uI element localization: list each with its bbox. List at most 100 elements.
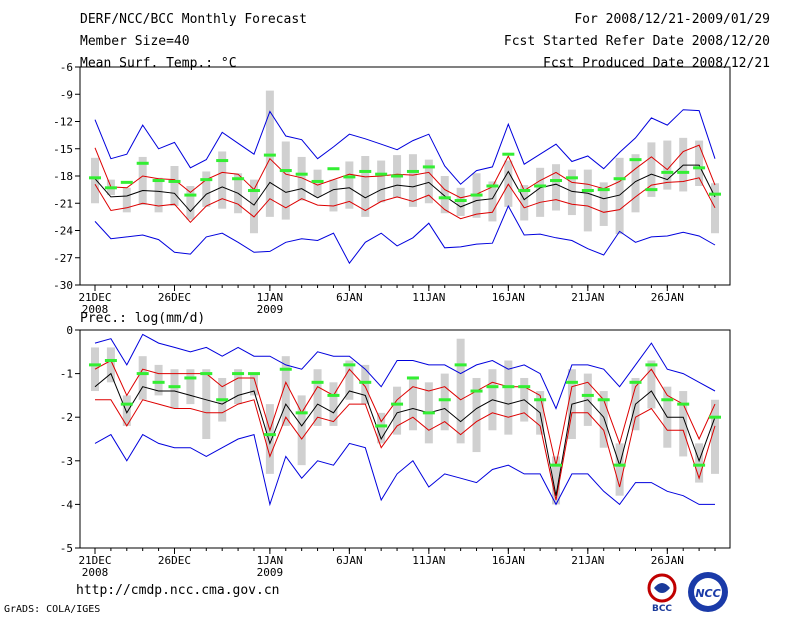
spread-box-1-35 (647, 360, 656, 409)
x-tick-label-0: 21JAN (571, 291, 604, 304)
series-min-line-0 (94, 204, 716, 265)
ensemble-marker-1-13 (295, 411, 308, 415)
ensemble-marker-0-1 (104, 186, 117, 190)
ensemble-marker-1-37 (677, 402, 690, 406)
spread-box-1-13 (297, 395, 306, 466)
spread-box-0-12 (281, 141, 290, 220)
ensemble-marker-0-34 (629, 158, 642, 162)
ensemble-marker-0-23 (454, 199, 467, 203)
x-tick-label-0: 21DEC (78, 291, 111, 304)
ensemble-marker-1-27 (518, 385, 531, 389)
spread-box-0-4 (154, 177, 163, 213)
series-q3-line-0 (94, 144, 716, 199)
ensemble-marker-1-38 (693, 463, 706, 467)
ensemble-marker-1-3 (136, 372, 149, 376)
x-tick-label-0: 6JAN (336, 291, 363, 304)
x-tick-year-0: 2008 (82, 303, 109, 316)
spread-box-1-10 (249, 373, 258, 396)
ensemble-marker-0-24 (470, 193, 483, 197)
spread-box-0-28 (536, 167, 545, 217)
ensemble-marker-0-29 (550, 179, 563, 183)
x-tick-label-0: 11JAN (412, 291, 445, 304)
spread-box-1-26 (504, 360, 513, 435)
y-tick-label-0: -21 (53, 197, 73, 210)
ensemble-marker-1-10 (247, 372, 260, 376)
series-q3-line-1 (94, 359, 716, 466)
spread-box-0-39 (711, 183, 719, 234)
x-tick-label-0: 1JAN (257, 291, 284, 304)
ensemble-marker-0-22 (438, 196, 451, 200)
ensemble-marker-1-23 (454, 363, 467, 367)
grads-credit: GrADS: COLA/IGES (4, 604, 101, 615)
spread-box-1-2 (122, 395, 131, 426)
ensemble-marker-0-21 (422, 165, 435, 169)
ensemble-marker-1-9 (232, 372, 245, 376)
ensemble-marker-1-36 (661, 398, 674, 402)
x-tick-year-1: 2009 (257, 566, 284, 579)
spread-box-1-37 (679, 391, 688, 457)
y-tick-label-0: -12 (53, 116, 73, 129)
y-tick-label-1: -5 (60, 542, 73, 555)
ensemble-marker-0-7 (200, 178, 213, 182)
spread-box-1-5 (170, 369, 179, 409)
ensemble-marker-1-17 (359, 380, 372, 384)
series-mean-line-0 (94, 164, 716, 213)
ensemble-marker-0-2 (120, 180, 133, 184)
spread-box-1-39 (711, 399, 719, 474)
ensemble-marker-1-8 (216, 398, 229, 402)
plot-frame-1 (79, 329, 731, 549)
x-tick-label-1: 6JAN (336, 554, 363, 567)
x-tick-label-1: 21DEC (78, 554, 111, 567)
refer-date: Fcst Started Refer Date 2008/12/20 (503, 34, 770, 49)
spread-box-0-14 (313, 169, 322, 197)
ensemble-marker-1-24 (470, 389, 483, 393)
y-tick-label-0: -9 (60, 88, 73, 101)
ensemble-marker-1-32 (597, 398, 610, 402)
ensemble-marker-1-28 (534, 398, 547, 402)
spread-box-1-11 (265, 404, 274, 474)
ensemble-marker-0-36 (661, 170, 674, 174)
ensemble-marker-1-21 (422, 411, 435, 415)
ensemble-marker-1-18 (375, 424, 388, 428)
spread-box-1-29 (552, 456, 561, 505)
ensemble-marker-0-15 (327, 167, 340, 171)
spread-box-0-6 (186, 185, 195, 220)
ensemble-marker-0-37 (677, 170, 690, 174)
ensemble-marker-0-18 (375, 172, 388, 176)
ensemble-marker-1-15 (327, 393, 340, 397)
spread-box-1-18 (377, 412, 386, 444)
ensemble-marker-1-39 (709, 415, 721, 419)
ensemble-marker-1-12 (279, 367, 292, 371)
spread-box-0-27 (520, 185, 529, 221)
spread-box-1-16 (345, 360, 354, 400)
y-tick-label-1: -2 (60, 411, 73, 424)
bcc-logo-text: BCC (652, 604, 672, 614)
spread-box-0-5 (170, 166, 179, 206)
spread-box-1-33 (615, 443, 624, 496)
x-tick-label-0: 26JAN (651, 291, 684, 304)
spread-box-1-1 (106, 347, 115, 383)
ensemble-marker-0-25 (486, 184, 499, 188)
ensemble-marker-0-9 (232, 177, 245, 181)
ensemble-marker-1-0 (89, 363, 101, 367)
spread-box-0-29 (552, 164, 561, 211)
spread-box-0-15 (329, 179, 338, 212)
ensemble-marker-0-31 (581, 189, 594, 193)
ensemble-marker-1-4 (152, 380, 165, 384)
spread-box-1-32 (599, 391, 608, 448)
ensemble-marker-0-4 (152, 179, 165, 183)
spread-box-1-38 (695, 443, 704, 483)
precip-panel-title: Prec.: log(mm/d) (80, 311, 205, 326)
ensemble-marker-0-11 (263, 153, 276, 157)
ensemble-marker-0-27 (518, 189, 531, 193)
spread-box-0-3 (138, 156, 147, 206)
x-tick-label-0: 16JAN (492, 291, 525, 304)
ensemble-marker-1-33 (613, 463, 626, 467)
spread-box-1-20 (408, 377, 417, 431)
y-tick-label-0: -30 (53, 279, 73, 292)
series-mean-line-1 (94, 372, 716, 496)
source-url[interactable]: http://cmdp.ncc.cma.gov.cn (76, 583, 280, 598)
y-tick-label-0: -15 (53, 143, 73, 156)
ensemble-marker-0-16 (343, 175, 356, 179)
